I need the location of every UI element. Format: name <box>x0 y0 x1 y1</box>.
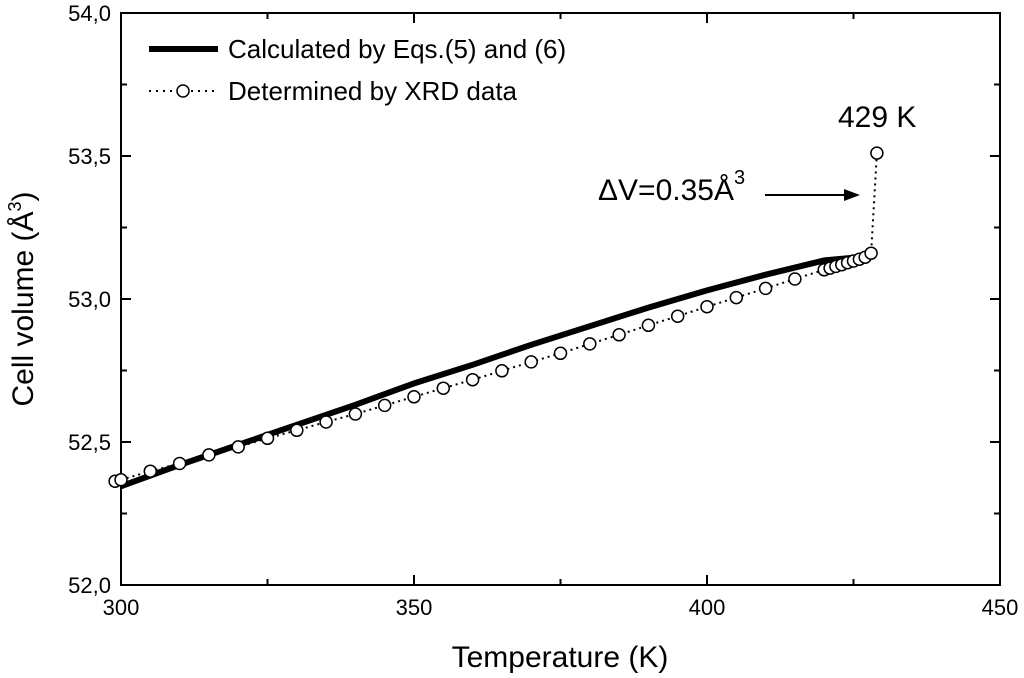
xrd-point <box>465 372 480 387</box>
y-tick-label: 53,5 <box>68 144 111 169</box>
y-tick-label: 54,0 <box>68 1 111 26</box>
legend: Calculated by Eqs.(5) and (6) Determined… <box>149 34 566 106</box>
series-xrd-dotted-line <box>114 153 878 483</box>
xrd-point <box>377 398 392 413</box>
axis-ticks <box>120 12 1001 586</box>
xrd-point <box>870 146 884 160</box>
xrd-point <box>260 431 275 446</box>
xrd-point <box>758 281 773 296</box>
xrd-point <box>348 407 363 421</box>
legend-marker-xrd <box>176 84 190 98</box>
annotation-delta-v: ΔV=0.35Å3 <box>598 167 745 207</box>
y-axis-title-sup: 3 <box>5 201 25 211</box>
y-axis-title-close: ) <box>7 191 40 201</box>
xrd-point <box>612 328 626 342</box>
x-tick-label: 350 <box>396 595 433 620</box>
xrd-point <box>172 456 187 471</box>
y-tick-label: 53,0 <box>68 287 111 312</box>
xrd-point <box>495 364 509 378</box>
y-tick-label: 52,0 <box>68 573 111 598</box>
x-tick-label: 300 <box>103 595 140 620</box>
series-layer <box>108 146 884 490</box>
annotation-delta-v-sup: 3 <box>734 167 745 189</box>
xrd-point <box>583 337 597 351</box>
xrd-point <box>436 381 451 395</box>
xrd-point <box>641 318 656 333</box>
x-axis-title: Temperature (K) <box>452 641 669 674</box>
x-tick-label: 450 <box>982 595 1019 620</box>
xrd-point <box>864 246 878 260</box>
xrd-point <box>143 464 158 478</box>
xrd-point <box>290 423 304 438</box>
series-calculated-line <box>119 253 872 490</box>
xrd-point <box>729 290 744 305</box>
xrd-point <box>788 272 802 286</box>
xrd-point <box>319 415 333 429</box>
annotation-429k: 429 K <box>838 101 916 134</box>
xrd-point <box>202 448 216 462</box>
y-axis-title: Cell volume (Å3) <box>5 191 40 406</box>
y-axis-title-text: Cell volume (Å <box>7 211 40 406</box>
xrd-point <box>553 346 568 361</box>
legend-label-xrd: Determined by XRD data <box>228 76 518 106</box>
legend-label-calculated: Calculated by Eqs.(5) and (6) <box>228 34 566 64</box>
xrd-point <box>407 390 421 404</box>
xrd-point <box>700 299 714 314</box>
xrd-point <box>231 440 245 454</box>
xrd-point <box>524 355 538 369</box>
axis-tick-labels: 300 350 400 450 52,0 52,5 53,0 53,5 54,0 <box>68 1 1018 620</box>
x-tick-label: 400 <box>689 595 726 620</box>
y-tick-label: 52,5 <box>68 430 111 455</box>
annotation-arrow-head <box>844 189 860 201</box>
annotation-delta-v-text: ΔV=0.35Å <box>598 174 734 207</box>
xrd-point <box>670 309 685 323</box>
xrd-point <box>114 473 128 487</box>
